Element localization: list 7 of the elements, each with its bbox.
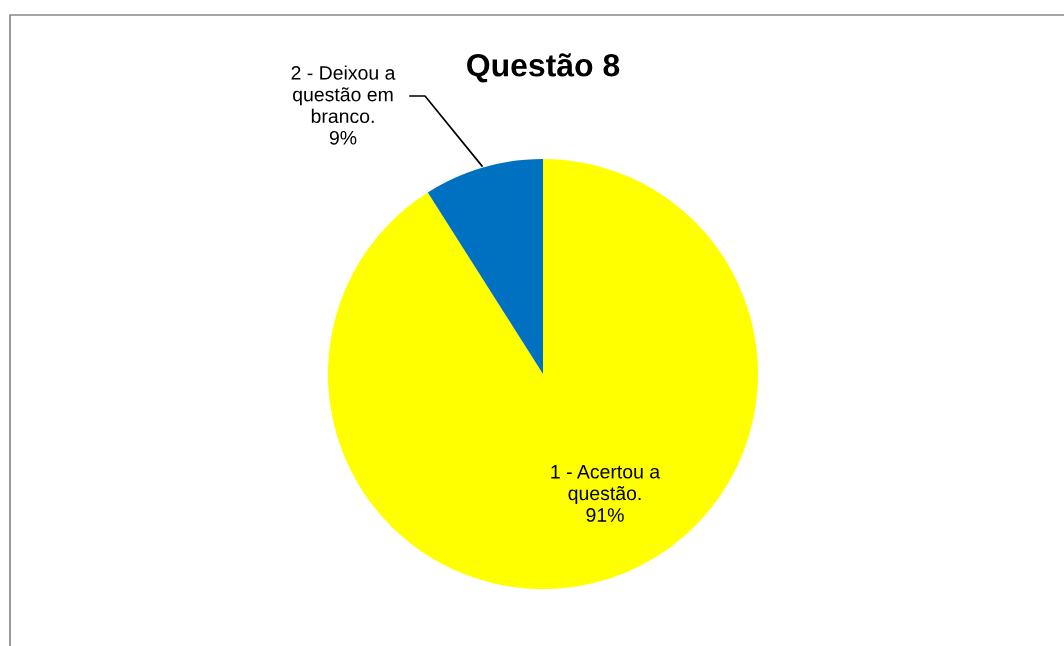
data-label: 91% — [586, 508, 624, 522]
slice-label: 1 - Acertou a questão. — [551, 465, 661, 505]
slice-label: 2 - Deixou a questão em branco. — [291, 65, 396, 124]
chart-title: Questão 8 — [467, 53, 620, 83]
pie-slice — [328, 159, 758, 589]
pie-slice — [427, 159, 543, 374]
data-label: 9% — [329, 130, 357, 145]
